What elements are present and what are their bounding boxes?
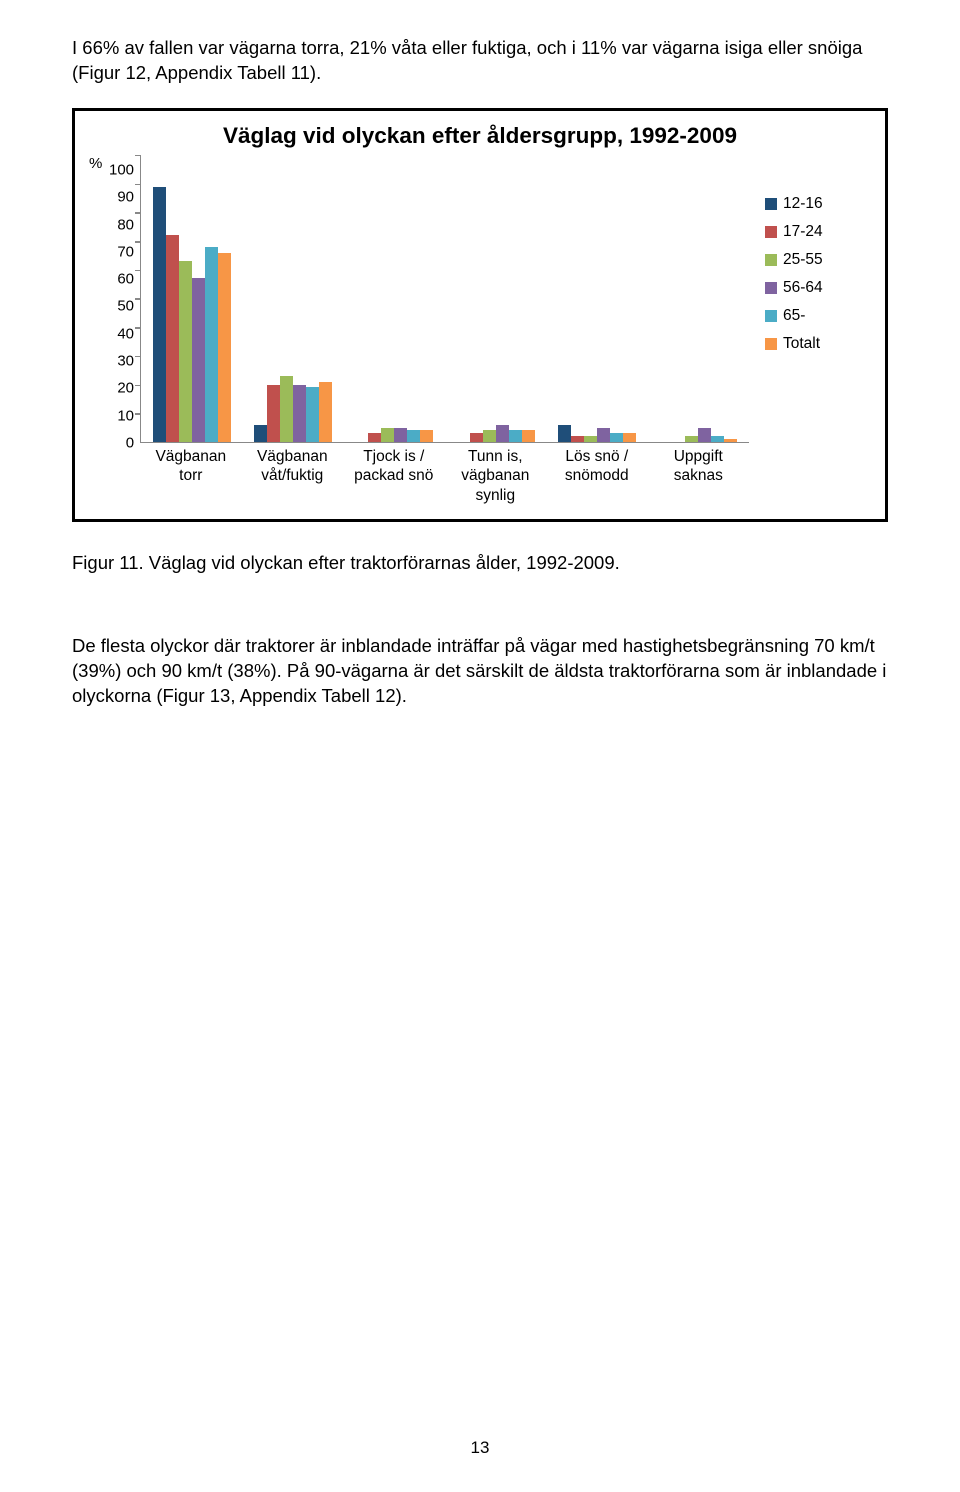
y-tick-label: 90 xyxy=(117,190,134,205)
bar-group xyxy=(242,155,343,442)
y-tick-mark xyxy=(135,413,141,415)
y-tick-label: 100 xyxy=(109,162,134,177)
x-tick-label: Tunn is,vägbanansynlig xyxy=(445,447,547,505)
bar xyxy=(509,430,522,441)
legend-item: 65- xyxy=(765,307,871,325)
y-tick-label: 30 xyxy=(117,354,134,369)
y-axis-unit: % xyxy=(89,155,109,172)
bar xyxy=(407,430,420,441)
bar xyxy=(368,433,381,442)
y-tick-mark xyxy=(135,270,141,272)
bar-group xyxy=(445,155,546,442)
legend-swatch xyxy=(765,310,777,322)
bar xyxy=(319,382,332,442)
y-tick-mark xyxy=(135,184,141,186)
legend-swatch xyxy=(765,338,777,350)
bar xyxy=(685,436,698,442)
figure-caption: Figur 11. Väglag vid olyckan efter trakt… xyxy=(72,552,888,574)
x-tick-label: Lös snö /snömodd xyxy=(546,447,648,505)
legend-item: 17-24 xyxy=(765,223,871,241)
legend-swatch xyxy=(765,226,777,238)
bar xyxy=(623,433,636,442)
bar xyxy=(610,433,623,442)
legend-label: 56-64 xyxy=(783,279,823,297)
legend-label: 65- xyxy=(783,307,805,325)
legend-label: 17-24 xyxy=(783,223,823,241)
y-tick-label: 60 xyxy=(117,272,134,287)
y-tick-mark xyxy=(135,212,141,214)
bar xyxy=(192,278,205,442)
x-tick-label: Tjock is /packad snö xyxy=(343,447,445,505)
bar xyxy=(420,430,433,441)
y-tick-label: 80 xyxy=(117,217,134,232)
bar xyxy=(179,261,192,442)
bar xyxy=(166,235,179,442)
y-tick-label: 10 xyxy=(117,408,134,423)
bar xyxy=(558,425,571,442)
bar xyxy=(280,376,293,442)
x-tick-label: Uppgiftsaknas xyxy=(648,447,750,505)
legend-label: 25-55 xyxy=(783,251,823,269)
chart-frame: Väglag vid olyckan efter åldersgrupp, 19… xyxy=(72,108,888,522)
legend-item: 25-55 xyxy=(765,251,871,269)
legend-swatch xyxy=(765,198,777,210)
bar xyxy=(483,430,496,441)
intro-text: I 66% av fallen var vägarna torra, 21% v… xyxy=(72,36,888,86)
chart-legend: 12-16 17-24 25-55 56-64 65- Totalt xyxy=(749,155,871,363)
bar xyxy=(218,253,231,442)
bar xyxy=(254,425,267,442)
legend-swatch xyxy=(765,282,777,294)
bar xyxy=(496,425,509,442)
bar xyxy=(571,436,584,442)
y-tick-label: 0 xyxy=(126,435,134,450)
bar xyxy=(584,436,597,442)
bar xyxy=(711,436,724,442)
legend-label: 12-16 xyxy=(783,195,823,213)
x-tick-label: Vägbanantorr xyxy=(140,447,242,505)
x-axis: VägbanantorrVägbananvåt/fuktigTjock is /… xyxy=(140,447,749,505)
y-tick-label: 20 xyxy=(117,381,134,396)
x-tick-label: Vägbananvåt/fuktig xyxy=(242,447,344,505)
bar xyxy=(394,428,407,442)
legend-item: Totalt xyxy=(765,335,871,353)
bar-group xyxy=(141,155,242,442)
bar-group xyxy=(648,155,749,442)
bar xyxy=(381,428,394,442)
chart-title: Väglag vid olyckan efter åldersgrupp, 19… xyxy=(89,123,871,149)
y-tick-mark xyxy=(135,356,141,358)
bar-group xyxy=(344,155,445,442)
y-tick-mark xyxy=(135,385,141,387)
page-number: 13 xyxy=(0,1438,960,1458)
y-tick-mark xyxy=(135,241,141,243)
bar xyxy=(522,430,535,441)
bar xyxy=(470,433,483,442)
y-tick-label: 50 xyxy=(117,299,134,314)
bar xyxy=(597,428,610,442)
legend-swatch xyxy=(765,254,777,266)
bar xyxy=(306,387,319,442)
chart-canvas xyxy=(140,155,749,443)
y-tick-mark xyxy=(135,298,141,300)
bar xyxy=(724,439,737,442)
bar-group xyxy=(546,155,647,442)
bar xyxy=(293,385,306,442)
bar xyxy=(698,428,711,442)
bar xyxy=(153,187,166,442)
y-tick-mark xyxy=(135,155,141,157)
body-text: De flesta olyckor där traktorer är inbla… xyxy=(72,634,888,709)
y-tick-label: 40 xyxy=(117,326,134,341)
bar xyxy=(267,385,280,442)
legend-item: 56-64 xyxy=(765,279,871,297)
legend-item: 12-16 xyxy=(765,195,871,213)
bar xyxy=(205,247,218,442)
y-tick-mark xyxy=(135,327,141,329)
y-tick-label: 70 xyxy=(117,244,134,259)
legend-label: Totalt xyxy=(783,335,820,353)
